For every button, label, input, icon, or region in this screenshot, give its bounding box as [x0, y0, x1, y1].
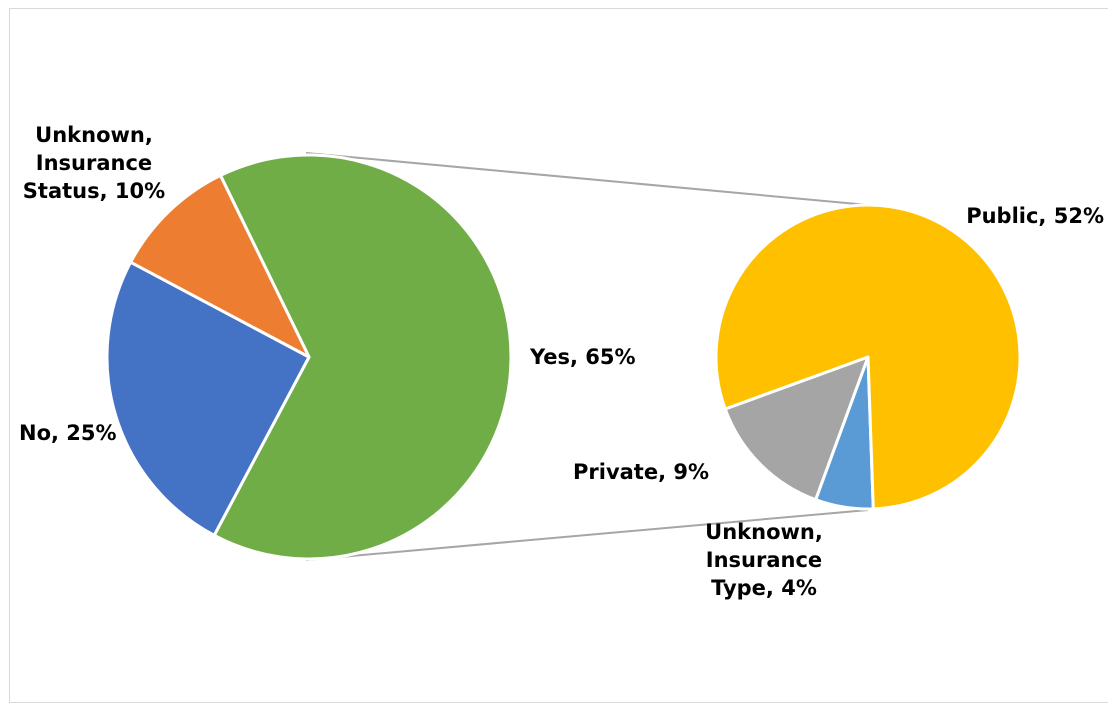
- main-slice-unknown2: [129, 173, 311, 359]
- label-private: Private, 9%: [573, 460, 709, 484]
- label-unknown-type-line1: Unknown,: [705, 520, 823, 544]
- label-unknown-type-line2: Insurance: [706, 548, 822, 572]
- sub-pie: [714, 203, 1022, 511]
- main-slice-yes0: [212, 153, 513, 561]
- label-unknown-status-line2: Insurance: [36, 151, 152, 175]
- label-unknown-status-line1: Unknown,: [35, 123, 153, 147]
- label-unknown-type-line3: Type, 4%: [711, 576, 817, 600]
- connector-line-top: [305, 152, 869, 206]
- label-no: No, 25%: [19, 421, 117, 445]
- connector-lines: [305, 152, 869, 561]
- sub-slice-private1: [723, 355, 870, 502]
- label-public: Public, 52%: [966, 204, 1104, 228]
- label-unknown-status-line3: Status, 10%: [23, 179, 165, 203]
- label-yes: Yes, 65%: [529, 345, 636, 369]
- sub-slice-public2: [714, 203, 1022, 511]
- main-pie: [105, 153, 513, 561]
- connector-line-bottom: [305, 509, 869, 561]
